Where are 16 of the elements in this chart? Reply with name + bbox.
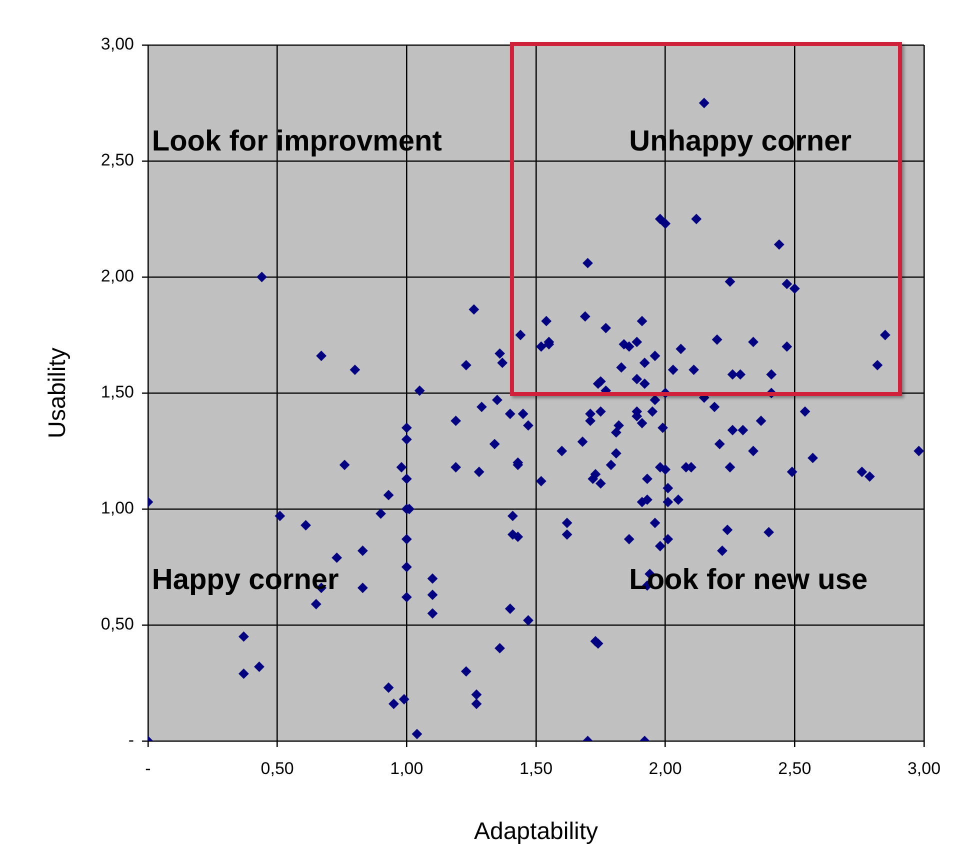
y-axis-title: Usability xyxy=(44,348,72,438)
y-tick-label: 2,00 xyxy=(100,266,134,286)
y-tick-label: 3,00 xyxy=(100,34,134,54)
x-axis-title: Adaptability xyxy=(474,818,598,846)
x-tick-label: 2,50 xyxy=(778,758,812,778)
x-tick-label: - xyxy=(145,758,151,778)
y-tick-label: 1,50 xyxy=(100,382,134,402)
x-tick-label: 1,50 xyxy=(519,758,553,778)
x-tick-label: 1,00 xyxy=(390,758,424,778)
y-tick-label: 0,50 xyxy=(100,614,134,634)
x-tick-label: 3,00 xyxy=(907,758,941,778)
y-tick-label: 1,00 xyxy=(100,498,134,518)
y-tick-label: - xyxy=(128,730,134,750)
x-tick-label: 2,00 xyxy=(648,758,682,778)
y-tick-label: 2,50 xyxy=(100,150,134,170)
x-tick-label: 0,50 xyxy=(260,758,294,778)
